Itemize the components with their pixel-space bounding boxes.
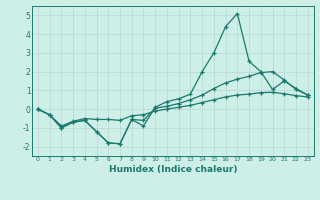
X-axis label: Humidex (Indice chaleur): Humidex (Indice chaleur)	[108, 165, 237, 174]
